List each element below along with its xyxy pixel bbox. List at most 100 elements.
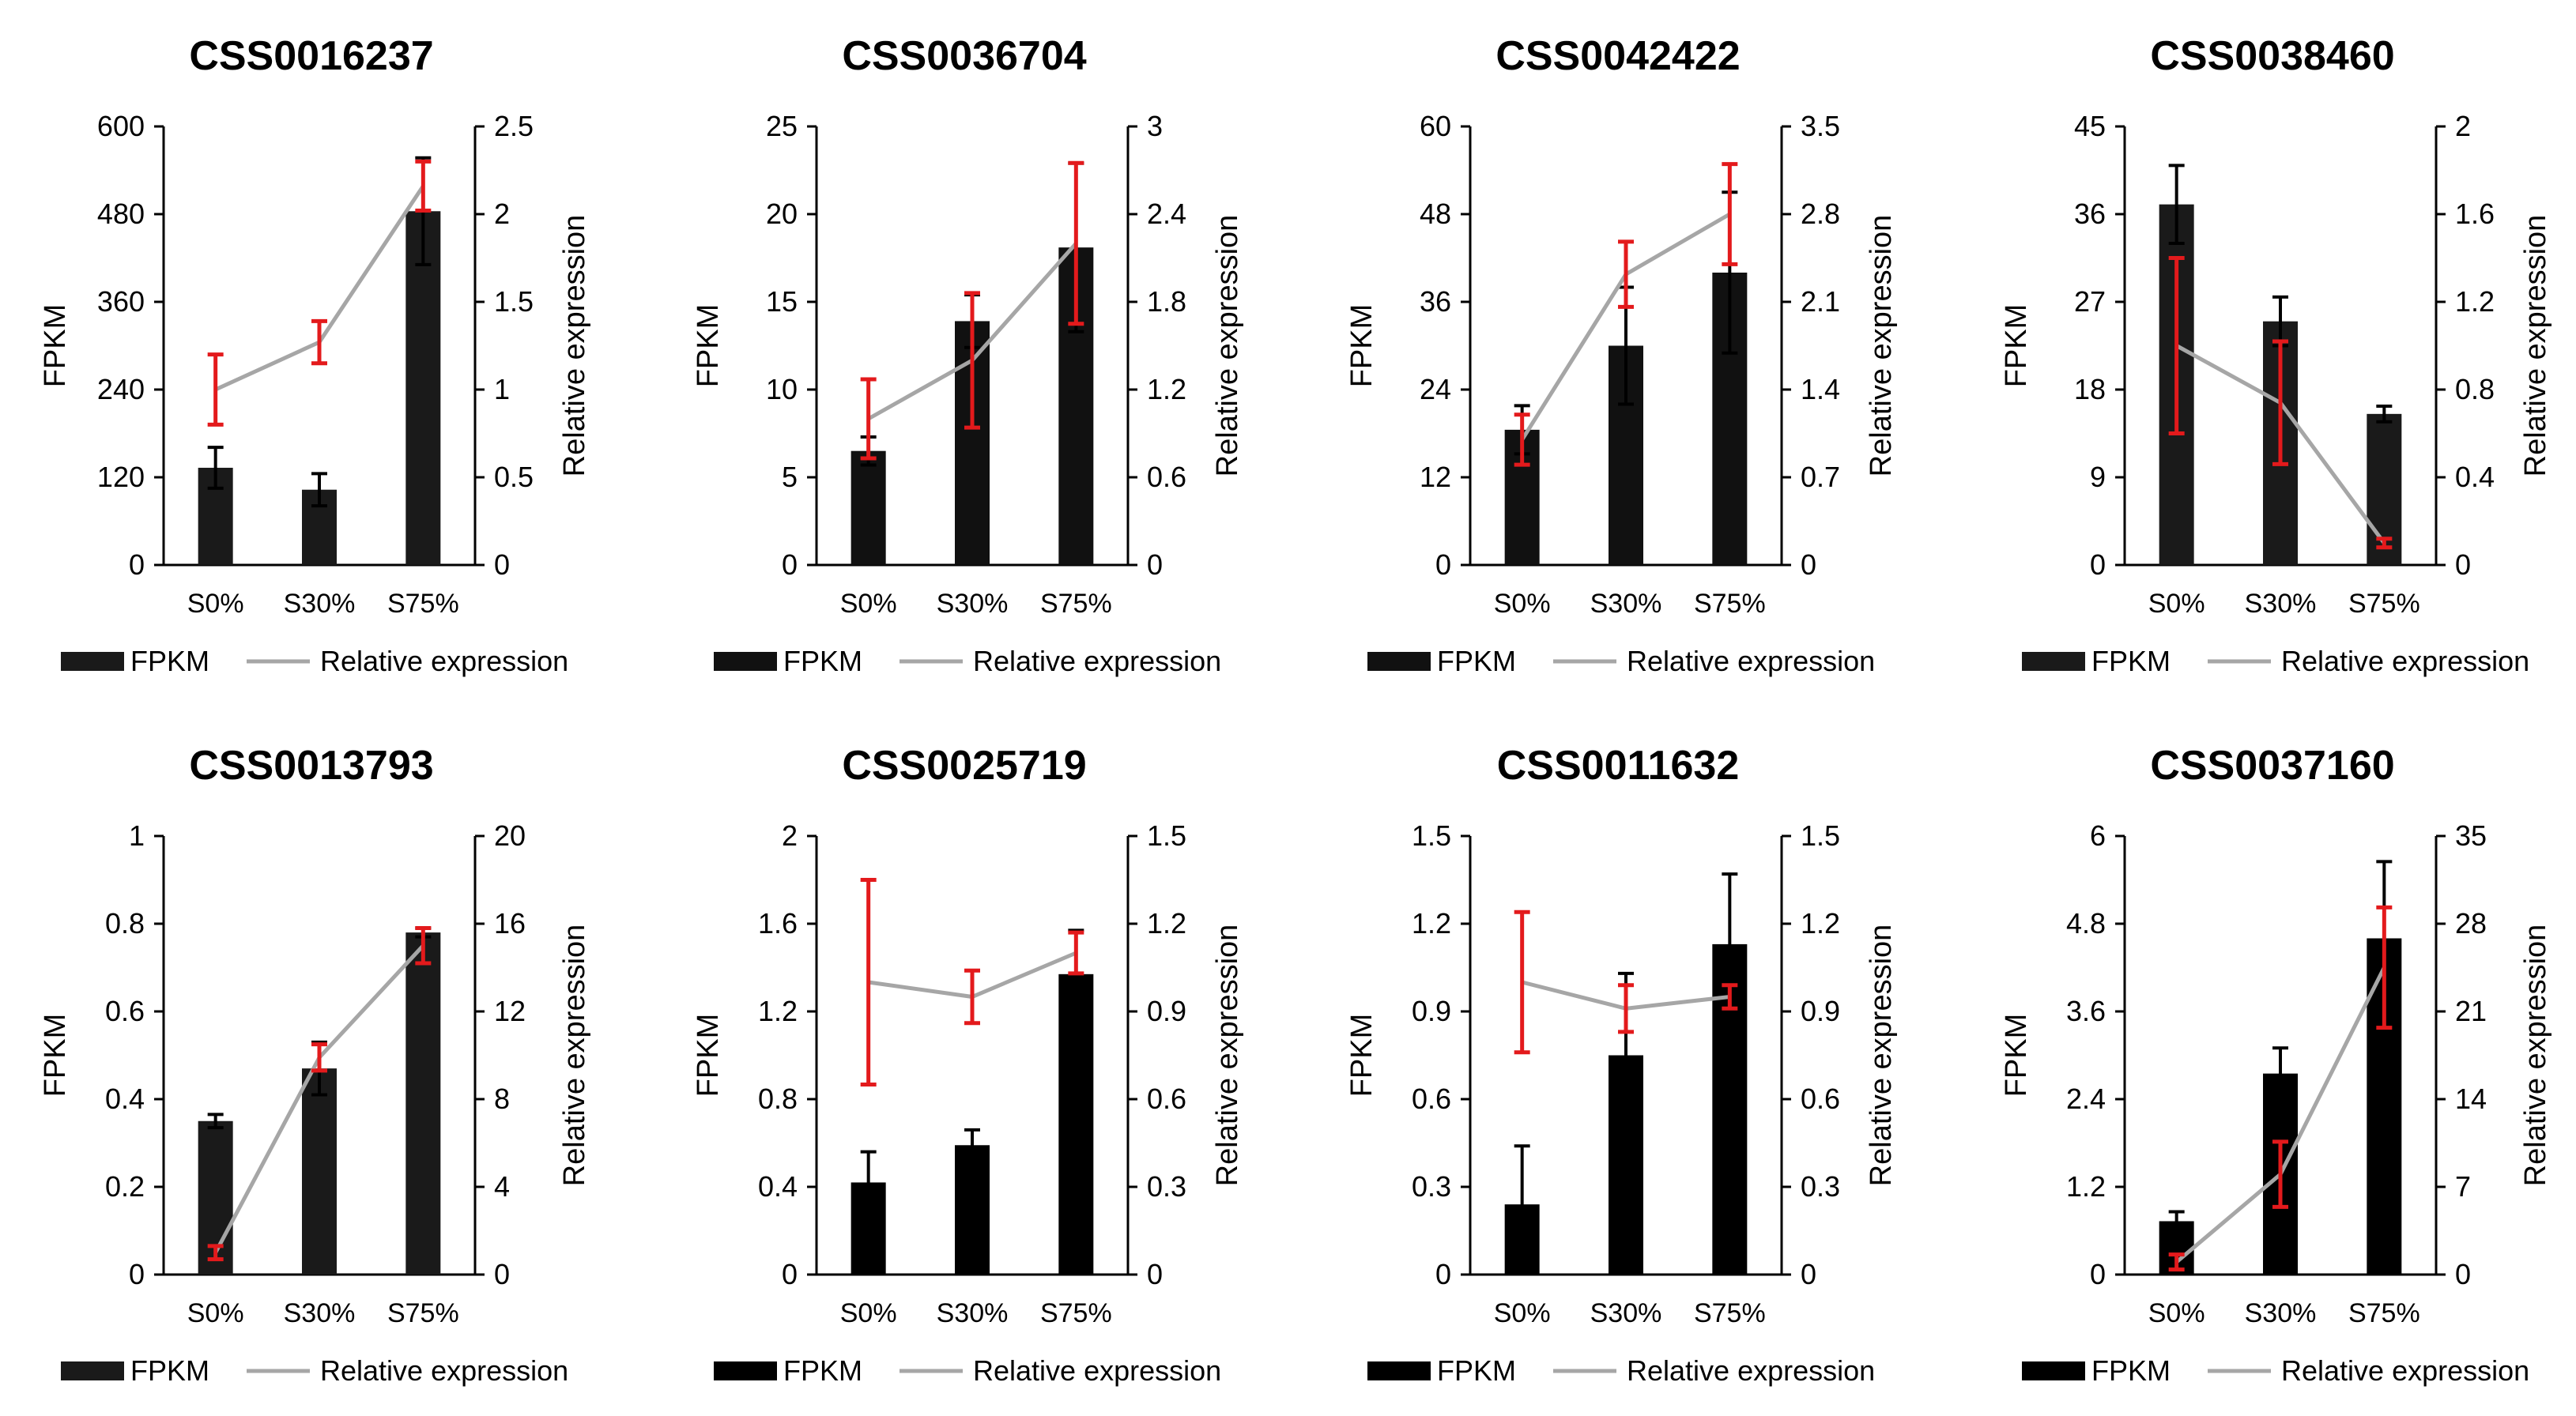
right-tick-label: 28 (2455, 907, 2487, 940)
right-tick-label: 2.4 (1147, 198, 1186, 230)
left-tick-label: 0.4 (105, 1083, 145, 1115)
right-axis-title: Relative expression (558, 215, 591, 477)
left-tick-label: 120 (97, 461, 145, 493)
right-tick-label: 0.3 (1147, 1170, 1186, 1203)
chart-title: CSS0013793 (189, 743, 433, 789)
left-tick-label: 1 (129, 819, 145, 852)
right-tick-label: 2.8 (1801, 198, 1840, 230)
left-tick-label: 6 (2090, 819, 2106, 852)
right-tick-label: 0.8 (2455, 373, 2495, 405)
right-tick-label: 0.6 (1801, 1083, 1840, 1115)
left-tick-label: 10 (766, 373, 798, 405)
left-axis-title: FPKM (1345, 304, 1379, 388)
chart-panel: CSS0011632 0 0.3 0.6 0.9 1.2 1.5 0 0.3 0.6 0.9 1.2 1… (1345, 743, 1898, 1387)
right-tick-label: 2.5 (494, 110, 534, 142)
right-tick-label: 0 (1801, 548, 1816, 581)
right-tick-label: 16 (494, 907, 526, 940)
legend-relative-expression-label: Relative expression (973, 645, 1221, 677)
category-label: S30% (284, 589, 356, 619)
legend-fpkm-label: FPKM (130, 1354, 209, 1387)
right-axis-title: Relative expression (2519, 215, 2552, 477)
right-tick-label: 12 (494, 995, 526, 1027)
legend-fpkm-swatch (714, 652, 777, 671)
chart-panel: CSS0037160 0 1.2 2.4 3.6 4.8 6 0 7 14 21 28 35 FPKM Re… (2000, 743, 2552, 1387)
category-label: S30% (937, 589, 1009, 619)
left-tick-label: 0 (1435, 548, 1451, 581)
legend-fpkm-swatch (714, 1361, 777, 1380)
right-tick-label: 35 (2455, 819, 2487, 852)
legend-fpkm-swatch (61, 652, 124, 671)
category-label: S30% (937, 1298, 1009, 1328)
right-tick-label: 0 (494, 548, 510, 581)
chart-title: CSS0016237 (189, 33, 433, 79)
chart-title: CSS0036704 (842, 33, 1086, 79)
right-tick-label: 0.4 (2455, 461, 2495, 493)
left-tick-label: 1.6 (758, 907, 798, 940)
left-tick-label: 0 (129, 548, 145, 581)
left-tick-label: 1.5 (1412, 819, 1451, 852)
left-axis-title: FPKM (2000, 1014, 2033, 1098)
category-label: S30% (2245, 589, 2317, 619)
left-axis-title: FPKM (1345, 1014, 1379, 1098)
left-tick-label: 0.8 (758, 1083, 798, 1115)
legend-fpkm-label: FPKM (783, 645, 862, 677)
category-label: S30% (1590, 589, 1662, 619)
left-tick-label: 0 (2090, 548, 2106, 581)
legend-relative-expression-label: Relative expression (1627, 645, 1875, 677)
left-tick-label: 9 (2090, 461, 2106, 493)
fpkm-bar (405, 932, 441, 1275)
left-tick-label: 25 (766, 110, 798, 142)
right-axis-title: Relative expression (1865, 215, 1898, 477)
category-label: S0% (187, 1298, 244, 1328)
left-tick-label: 2 (782, 819, 798, 852)
category-label: S75% (1694, 1298, 1766, 1328)
chart-panel: CSS0016237 0 120 240 360 480 600 0 0.5 1 1.5 2 2.5 FP… (39, 33, 591, 677)
legend-fpkm-swatch (61, 1361, 124, 1380)
fpkm-bar (302, 1068, 337, 1275)
left-tick-label: 45 (2074, 110, 2106, 142)
legend: FPKM Relative expression (2022, 1354, 2529, 1387)
legend: FPKM Relative expression (2022, 645, 2529, 677)
chart-panel: CSS0025719 0 0.4 0.8 1.2 1.6 2 0 0.3 0.6 0.9 1.2 1.5… (692, 743, 1244, 1387)
legend-fpkm-swatch (1367, 1361, 1431, 1380)
legend: FPKM Relative expression (61, 645, 568, 677)
chart-title: CSS0037160 (2150, 743, 2394, 789)
left-tick-label: 5 (782, 461, 798, 493)
chart-title: CSS0038460 (2150, 33, 2394, 79)
category-label: S0% (187, 589, 244, 619)
category-label: S0% (1494, 1298, 1551, 1328)
legend-fpkm-label: FPKM (2091, 645, 2171, 677)
legend-fpkm-label: FPKM (1437, 1354, 1516, 1387)
right-tick-label: 0.3 (1801, 1170, 1840, 1203)
right-tick-label: 14 (2455, 1083, 2487, 1115)
category-label: S0% (1494, 589, 1551, 619)
right-tick-label: 0.9 (1801, 995, 1840, 1027)
right-tick-label: 1.2 (1147, 373, 1186, 405)
right-tick-label: 0.6 (1147, 1083, 1186, 1115)
category-label: S30% (1590, 1298, 1662, 1328)
left-tick-label: 1.2 (2066, 1170, 2106, 1203)
chart-panel: CSS0036704 0 5 10 15 20 25 0 0.6 1.2 1.8 2.4 3 FPKM Re… (692, 33, 1244, 677)
legend-relative-expression-label: Relative expression (1627, 1354, 1875, 1387)
right-tick-label: 1.5 (494, 285, 534, 318)
left-tick-label: 1.2 (758, 995, 798, 1027)
left-tick-label: 4.8 (2066, 907, 2106, 940)
right-tick-label: 1.2 (1147, 907, 1186, 940)
left-axis-title: FPKM (2000, 304, 2033, 388)
chart-title: CSS0025719 (842, 743, 1086, 789)
fpkm-bar (850, 450, 886, 565)
left-tick-label: 0 (782, 1258, 798, 1290)
category-label: S75% (387, 1298, 459, 1328)
left-axis-title: FPKM (692, 1014, 725, 1098)
right-tick-label: 0.9 (1147, 995, 1186, 1027)
right-tick-label: 0 (2455, 548, 2471, 581)
legend: FPKM Relative expression (714, 1354, 1221, 1387)
legend-relative-expression-label: Relative expression (2281, 1354, 2529, 1387)
right-tick-label: 4 (494, 1170, 510, 1203)
legend-fpkm-swatch (2022, 1361, 2085, 1380)
legend: FPKM Relative expression (61, 1354, 568, 1387)
category-label: S30% (284, 1298, 356, 1328)
left-tick-label: 36 (1420, 285, 1451, 318)
legend-fpkm-swatch (2022, 652, 2085, 671)
right-tick-label: 0 (1801, 1258, 1816, 1290)
